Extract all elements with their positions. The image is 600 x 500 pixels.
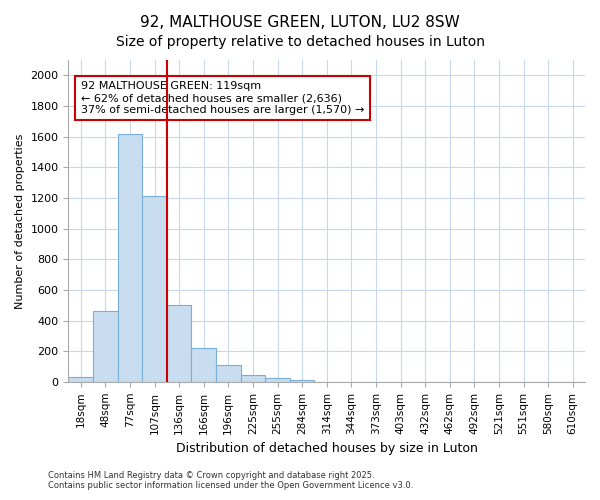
Bar <box>118 134 142 382</box>
Y-axis label: Number of detached properties: Number of detached properties <box>15 133 25 308</box>
Text: Size of property relative to detached houses in Luton: Size of property relative to detached ho… <box>115 35 485 49</box>
Bar <box>167 305 191 382</box>
Bar <box>265 378 290 382</box>
Text: Contains HM Land Registry data © Crown copyright and database right 2025.
Contai: Contains HM Land Registry data © Crown c… <box>48 470 413 490</box>
Bar <box>290 380 314 382</box>
Bar <box>216 365 241 382</box>
Bar <box>93 312 118 382</box>
Text: 92, MALTHOUSE GREEN, LUTON, LU2 8SW: 92, MALTHOUSE GREEN, LUTON, LU2 8SW <box>140 15 460 30</box>
Text: 92 MALTHOUSE GREEN: 119sqm
← 62% of detached houses are smaller (2,636)
37% of s: 92 MALTHOUSE GREEN: 119sqm ← 62% of deta… <box>81 82 364 114</box>
Bar <box>142 196 167 382</box>
Bar <box>241 375 265 382</box>
X-axis label: Distribution of detached houses by size in Luton: Distribution of detached houses by size … <box>176 442 478 455</box>
Bar <box>68 377 93 382</box>
Bar <box>191 348 216 382</box>
